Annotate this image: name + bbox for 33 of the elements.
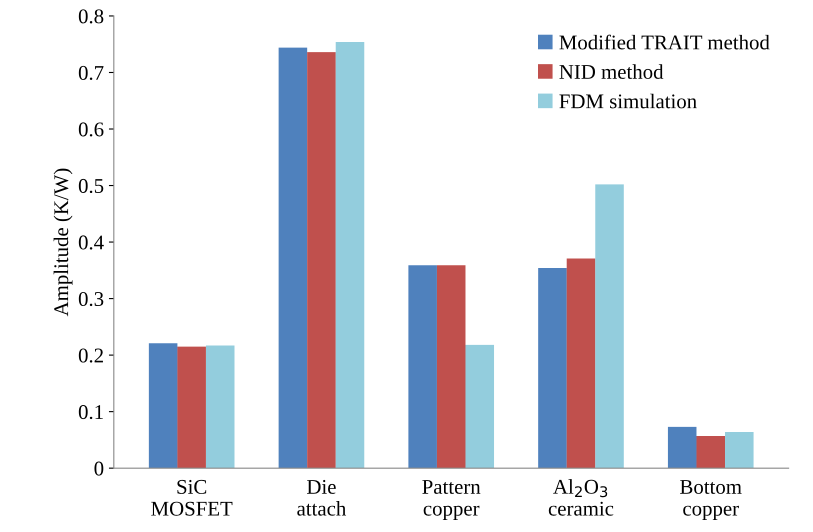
y-tick-label: 0	[94, 462, 104, 476]
legend-label: Modified TRAIT method	[559, 34, 770, 50]
x-tick-label: Al$_{2}$O$_{3}$ ceramic	[548, 479, 614, 516]
bar	[148, 343, 178, 468]
bar	[177, 346, 206, 468]
bar	[307, 52, 336, 468]
x-tick-label: SiC MOSFET	[151, 480, 232, 516]
bar	[696, 436, 726, 468]
legend-label: FDM simulation	[559, 94, 697, 108]
y-tick-label: 0.3	[78, 292, 104, 306]
bar	[408, 265, 437, 468]
y-tick-label: 0.7	[78, 66, 104, 80]
bar	[595, 184, 624, 468]
bar	[465, 344, 494, 468]
bar	[725, 432, 754, 468]
legend-label: NID method	[559, 64, 664, 79]
x-tick-label: Bottom copper	[680, 480, 742, 520]
y-tick-label: 0.2	[78, 348, 103, 363]
bar	[278, 48, 308, 468]
bar	[538, 268, 567, 468]
bar	[566, 258, 596, 468]
bar	[336, 42, 364, 468]
bar	[436, 265, 466, 468]
y-tick-label: 0.1	[78, 405, 103, 420]
bar	[206, 346, 235, 468]
y-axis-title: Amplitude (K/W)	[54, 168, 72, 316]
x-tick-label: Die attach	[297, 480, 346, 516]
bar	[668, 426, 696, 468]
x-tick-label: Pattern copper	[422, 480, 480, 520]
y-tick-label: 0.4	[78, 235, 104, 250]
y-tick-label: 0.5	[78, 178, 104, 194]
y-tick-label: 0.8	[78, 9, 104, 24]
y-tick-label: 0.6	[78, 122, 104, 137]
